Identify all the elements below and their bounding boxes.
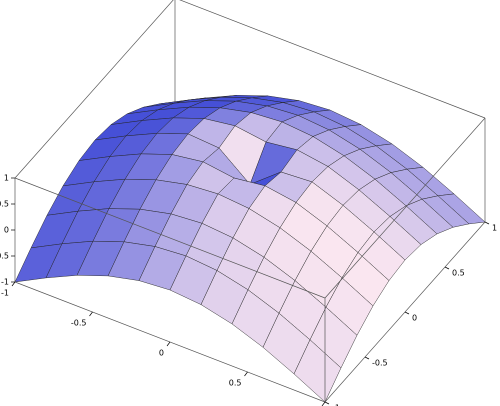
z-tick-label: -1 <box>1 278 9 287</box>
box-edge <box>14 177 326 299</box>
z-tick-label: -0.5 <box>0 252 9 261</box>
z-tick-label: 1 <box>4 174 9 183</box>
y-tick-label: 0 <box>412 314 417 323</box>
x-tick-label: -1 <box>1 289 9 298</box>
y-tick <box>364 356 370 360</box>
box-edge <box>14 0 174 179</box>
z-tick-label: 0 <box>4 226 9 235</box>
y-tick-label: -1 <box>332 404 340 406</box>
y-tick-label: 1 <box>492 224 497 233</box>
box-edge <box>179 0 486 119</box>
x-tick <box>321 401 326 406</box>
y-tick <box>444 266 450 270</box>
z-tick-label: 0.5 <box>0 200 9 209</box>
x-tick <box>11 281 16 287</box>
y-tick <box>404 311 410 315</box>
y-tick-label: 0.5 <box>452 269 465 278</box>
box-edge <box>324 117 486 299</box>
x-tick-label: -0.5 <box>71 319 87 328</box>
surface-patch <box>293 339 342 403</box>
x-tick-label: 0.5 <box>229 379 242 388</box>
x-tick <box>244 371 248 377</box>
y-tick <box>324 401 330 405</box>
x-tick-label: 0 <box>159 349 164 358</box>
x-tick <box>89 311 93 317</box>
y-tick-label: -0.5 <box>372 359 388 368</box>
y-tick <box>484 221 490 225</box>
x-tick <box>166 341 171 347</box>
